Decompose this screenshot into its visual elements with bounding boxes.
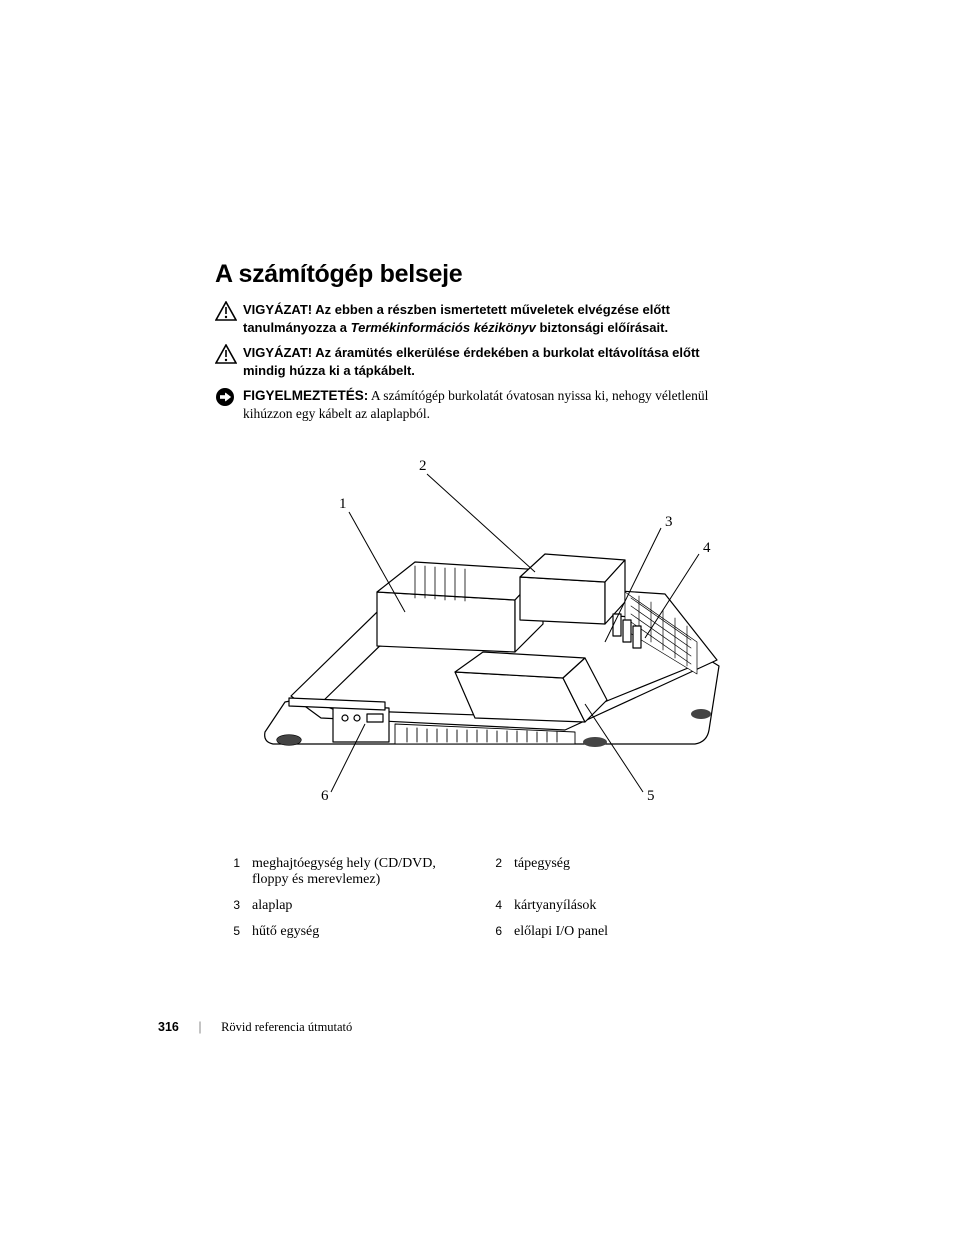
warning-1-label: VIGYÁZAT! xyxy=(243,302,312,317)
legend-text: tápegység xyxy=(514,852,694,894)
footer-divider: | xyxy=(198,1020,201,1034)
callout-4: 4 xyxy=(703,540,711,556)
legend-num: 4 xyxy=(482,894,514,920)
legend-num: 3 xyxy=(220,894,252,920)
warning-1-b: biztonsági előírásait. xyxy=(536,320,668,335)
page-title: A számítógép belseje xyxy=(215,260,744,289)
warning-1-italic: Termékinformációs kézikönyv xyxy=(351,320,536,335)
warning-1: VIGYÁZAT! Az ebben a részben ismertetett… xyxy=(215,301,744,336)
legend-num: 6 xyxy=(482,920,514,946)
warning-2-text: VIGYÁZAT! Az áramütés elkerülése érdekéb… xyxy=(243,344,744,379)
legend-text: hűtő egység xyxy=(252,920,482,946)
legend-num: 2 xyxy=(482,852,514,894)
warning-1-text: VIGYÁZAT! Az ebben a részben ismertetett… xyxy=(243,301,744,336)
notice-arrow-icon xyxy=(215,387,239,407)
legend-table: 1 meghajtóegység hely (CD/DVD, floppy és… xyxy=(220,852,694,946)
diagram-svg: ut ellipse above is decorative; keep -->… xyxy=(225,442,755,822)
page: A számítógép belseje VIGYÁZAT! Az ebben … xyxy=(0,0,954,1235)
notice-label: FIGYELMEZTETÉS: xyxy=(243,388,368,403)
warning-2-label: VIGYÁZAT! xyxy=(243,345,312,360)
page-number: 316 xyxy=(158,1020,179,1034)
footer-text: Rövid referencia útmutató xyxy=(221,1020,352,1034)
legend-num: 5 xyxy=(220,920,252,946)
legend-text: előlapi I/O panel xyxy=(514,920,694,946)
notice-text-wrap: FIGYELMEZTETÉS: A számítógép burkolatát … xyxy=(243,387,744,423)
warning-2: VIGYÁZAT! Az áramütés elkerülése érdekéb… xyxy=(215,344,744,379)
table-row: 1 meghajtóegység hely (CD/DVD, floppy és… xyxy=(220,852,694,894)
table-row: 5 hűtő egység 6 előlapi I/O panel xyxy=(220,920,694,946)
callout-6: 6 xyxy=(321,788,329,804)
warning-2-a: Az áramütés elkerülése érdekében a burko… xyxy=(243,345,700,378)
callout-1: 1 xyxy=(339,496,347,512)
legend-num: 1 xyxy=(220,852,252,894)
callout-5: 5 xyxy=(647,788,655,804)
page-footer: 316 | Rövid referencia útmutató xyxy=(158,1020,352,1035)
caution-triangle-icon xyxy=(215,301,239,321)
notice: FIGYELMEZTETÉS: A számítógép burkolatát … xyxy=(215,387,744,423)
callout-3: 3 xyxy=(665,514,673,530)
caution-triangle-icon xyxy=(215,344,239,364)
legend-text: kártyanyílások xyxy=(514,894,694,920)
computer-internals-diagram: ut ellipse above is decorative; keep -->… xyxy=(225,442,755,822)
legend-text: alaplap xyxy=(252,894,482,920)
table-row: 3 alaplap 4 kártyanyílások xyxy=(220,894,694,920)
callout-2: 2 xyxy=(419,458,427,474)
legend-text: meghajtóegység hely (CD/DVD, floppy és m… xyxy=(252,852,482,894)
